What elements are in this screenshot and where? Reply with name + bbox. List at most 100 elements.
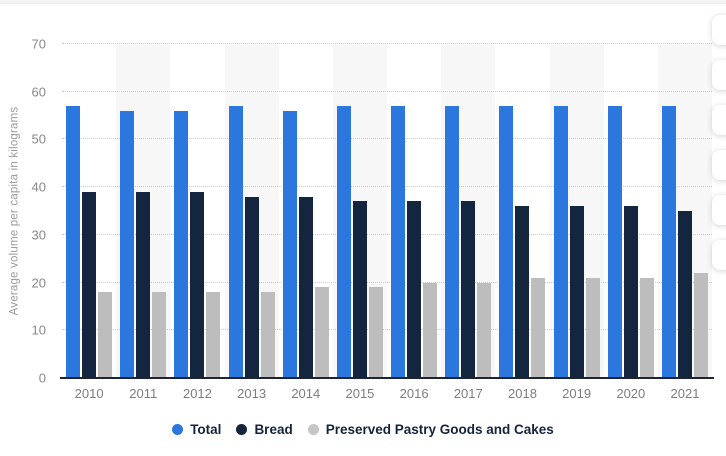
- bar-group-2016: [387, 44, 441, 378]
- y-tick-label-10: 10: [31, 322, 46, 338]
- y-tick-label-40: 40: [31, 179, 46, 195]
- x-axis-labels: 2010 2011 2012 2013 2014 2015 2016 2017 2018 2019…: [62, 386, 712, 401]
- gridline-50: [62, 138, 712, 140]
- bar-group-2012: [170, 44, 224, 378]
- bar-group-2021: [658, 44, 712, 378]
- bar-bread-2015[interactable]: [352, 201, 367, 378]
- x-axis-label-2016: 2016: [399, 386, 429, 401]
- bar-preserved-pastry-goods-and-cakes-2013[interactable]: [260, 292, 275, 378]
- top-strip: [0, 0, 726, 4]
- y-tick-label-20: 20: [31, 275, 46, 291]
- bar-bread-2021[interactable]: [677, 211, 692, 378]
- side-toolbar-button-5[interactable]: [712, 195, 726, 225]
- legend-dot-icon: [172, 424, 184, 435]
- bar-group-2017: [441, 44, 495, 378]
- bar-group-2011: [116, 44, 170, 378]
- gridline-70: [62, 43, 712, 44]
- x-axis-label-2012: 2012: [182, 386, 212, 401]
- bar-total-2015[interactable]: [336, 106, 351, 378]
- x-axis-label-2020: 2020: [616, 386, 646, 401]
- bar-group-2013: [225, 44, 279, 378]
- bar-group-2020: [604, 44, 658, 378]
- legend-label: Total: [190, 422, 222, 437]
- bar-preserved-pastry-goods-and-cakes-2016[interactable]: [423, 282, 438, 378]
- gridline-40: [62, 186, 712, 188]
- bar-preserved-pastry-goods-and-cakes-2014[interactable]: [314, 287, 329, 378]
- y-tick-label-70: 70: [31, 36, 46, 52]
- gridline-10: [62, 329, 712, 331]
- legend-item-preserved-pastry-goods-and-cakes[interactable]: Preserved Pastry Goods and Cakes: [307, 422, 554, 437]
- x-axis-label-2018: 2018: [508, 386, 537, 401]
- legend-label: Preserved Pastry Goods and Cakes: [325, 422, 554, 437]
- y-tick-label-30: 30: [31, 227, 46, 243]
- x-axis-label-2015: 2015: [345, 386, 375, 401]
- bar-group-2019: [550, 44, 604, 378]
- side-toolbar: [710, 0, 726, 300]
- bar-bread-2020[interactable]: [623, 206, 638, 378]
- y-axis-ticks: 0 10 20 30 40 50 60 70: [0, 37, 46, 386]
- x-axis-label-2021: 2021: [670, 386, 700, 401]
- legend-dot-icon: [307, 424, 319, 435]
- bar-preserved-pastry-goods-and-cakes-2012[interactable]: [206, 292, 221, 378]
- legend-label: Bread: [254, 422, 293, 437]
- x-axis-label-2019: 2019: [562, 386, 592, 401]
- gridlines: [62, 43, 712, 378]
- bar-total-2016[interactable]: [391, 106, 406, 378]
- x-axis-label-2010: 2010: [74, 386, 104, 401]
- gridline-30: [62, 233, 712, 235]
- bar-total-2018[interactable]: [499, 106, 514, 378]
- bar-bread-2018[interactable]: [515, 206, 530, 378]
- bar-total-2017[interactable]: [445, 106, 460, 378]
- x-axis-line: [60, 377, 714, 379]
- bar-group-2010: [62, 44, 116, 378]
- bar-preserved-pastry-goods-and-cakes-2021[interactable]: [693, 273, 708, 378]
- legend: Total Bread Preserved Pastry Goods and Cak…: [0, 422, 726, 437]
- bar-bread-2010[interactable]: [82, 191, 97, 378]
- bar-bread-2019[interactable]: [569, 206, 584, 378]
- bar-bread-2016[interactable]: [407, 201, 422, 378]
- bar-groups: [62, 44, 712, 378]
- bar-bread-2011[interactable]: [136, 191, 151, 378]
- x-axis-label-2013: 2013: [237, 386, 267, 401]
- bar-group-2015: [333, 44, 387, 378]
- x-axis-label-2011: 2011: [129, 386, 158, 401]
- bar-bread-2012[interactable]: [190, 191, 205, 378]
- side-toolbar-button-1[interactable]: [712, 15, 726, 45]
- bar-total-2019[interactable]: [553, 106, 568, 378]
- side-toolbar-button-4[interactable]: [712, 150, 726, 180]
- y-tick-label-0: 0: [38, 370, 46, 386]
- bar-preserved-pastry-goods-and-cakes-2015[interactable]: [368, 287, 383, 378]
- side-toolbar-button-2[interactable]: [712, 60, 726, 90]
- bar-total-2014[interactable]: [282, 110, 297, 378]
- bar-bread-2013[interactable]: [244, 196, 259, 378]
- bar-preserved-pastry-goods-and-cakes-2020[interactable]: [639, 277, 654, 378]
- y-tick-label-60: 60: [31, 84, 46, 100]
- x-axis-label-2014: 2014: [291, 386, 321, 401]
- bar-group-2018: [495, 44, 549, 378]
- bar-total-2012[interactable]: [174, 110, 189, 378]
- side-toolbar-button-3[interactable]: [712, 105, 726, 135]
- side-toolbar-button-6[interactable]: [712, 240, 726, 270]
- bar-total-2021[interactable]: [661, 106, 676, 378]
- legend-item-total[interactable]: Total: [172, 422, 221, 437]
- bar-bread-2017[interactable]: [461, 201, 476, 378]
- x-axis-label-2017: 2017: [453, 386, 483, 401]
- bar-total-2011[interactable]: [120, 110, 135, 378]
- bar-preserved-pastry-goods-and-cakes-2018[interactable]: [531, 277, 546, 378]
- legend-item-bread[interactable]: Bread: [236, 422, 293, 437]
- y-tick-label-50: 50: [31, 131, 46, 147]
- bar-total-2010[interactable]: [66, 106, 81, 378]
- gridline-20: [62, 281, 712, 283]
- legend-dot-icon: [236, 424, 248, 435]
- bar-preserved-pastry-goods-and-cakes-2011[interactable]: [152, 292, 167, 378]
- bar-preserved-pastry-goods-and-cakes-2019[interactable]: [585, 277, 600, 378]
- bar-group-2014: [279, 44, 333, 378]
- bar-preserved-pastry-goods-and-cakes-2010[interactable]: [98, 292, 113, 378]
- plot-area: [60, 43, 714, 379]
- gridline-60: [62, 90, 712, 92]
- bar-total-2020[interactable]: [607, 106, 622, 378]
- bar-total-2013[interactable]: [228, 106, 243, 378]
- bar-bread-2014[interactable]: [298, 196, 313, 378]
- bar-preserved-pastry-goods-and-cakes-2017[interactable]: [477, 282, 492, 378]
